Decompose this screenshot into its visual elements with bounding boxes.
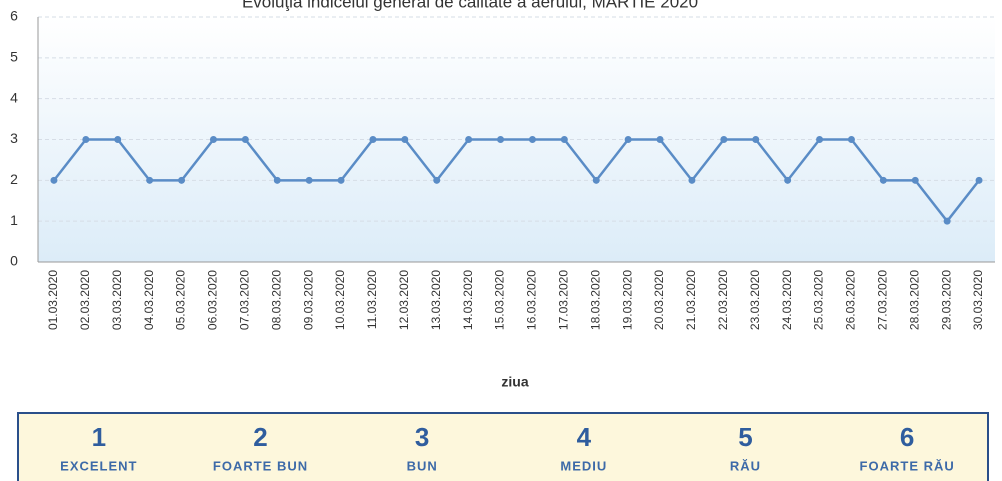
x-tick-label: 20.03.2020 <box>652 270 666 330</box>
x-tick-label: 19.03.2020 <box>620 270 634 330</box>
data-point <box>528 136 536 143</box>
x-tick-label: 07.03.2020 <box>238 270 252 330</box>
data-point <box>879 176 887 184</box>
scale-label: RĂU <box>730 458 761 473</box>
scale-number: 6 <box>900 422 914 452</box>
data-point <box>624 136 632 143</box>
data-point <box>720 136 728 143</box>
x-tick-label: 13.03.2020 <box>429 270 443 330</box>
x-tick-label: 17.03.2020 <box>557 270 571 330</box>
data-point <box>911 176 919 184</box>
x-tick-label: 08.03.2020 <box>269 270 283 330</box>
data-point <box>752 136 760 143</box>
data-point <box>50 176 58 184</box>
x-tick-label: 23.03.2020 <box>748 270 762 330</box>
data-point <box>241 136 249 143</box>
data-point <box>688 176 696 184</box>
scale-label: MEDIU <box>560 458 607 473</box>
y-tick-label: 4 <box>10 89 18 105</box>
x-tick-label: 27.03.2020 <box>876 270 890 330</box>
x-tick-label: 18.03.2020 <box>588 270 602 330</box>
scale-number: 3 <box>415 422 429 452</box>
x-tick-label: 30.03.2020 <box>971 270 985 330</box>
data-point <box>497 136 505 143</box>
data-point <box>592 176 600 184</box>
data-point <box>146 176 154 184</box>
data-point <box>784 176 792 184</box>
data-point <box>656 136 664 143</box>
data-point <box>305 176 313 184</box>
data-point <box>178 176 186 184</box>
scale-label: BUN <box>407 458 438 473</box>
scale-number: 5 <box>738 422 752 452</box>
legend-box <box>17 412 989 481</box>
x-tick-label: 04.03.2020 <box>142 270 156 330</box>
x-tick-label: 15.03.2020 <box>493 270 507 330</box>
x-tick-label: 01.03.2020 <box>46 270 60 330</box>
x-tick-label: 09.03.2020 <box>301 270 315 330</box>
x-tick-label: 26.03.2020 <box>844 270 858 330</box>
data-point <box>369 136 377 143</box>
y-tick-label: 6 <box>10 8 18 24</box>
data-point <box>975 176 983 184</box>
y-tick-label: 5 <box>10 49 18 65</box>
x-tick-label: 02.03.2020 <box>78 270 92 330</box>
data-point <box>337 176 345 184</box>
scale-label: FOARTE BUN <box>213 458 308 473</box>
x-tick-label: 28.03.2020 <box>907 270 921 330</box>
data-point <box>560 136 568 143</box>
data-line <box>52 138 981 224</box>
data-point <box>465 136 473 143</box>
data-point <box>209 136 217 143</box>
data-point <box>847 136 855 143</box>
x-tick-label: 11.03.2020 <box>365 270 379 329</box>
scale-label: EXCELENT <box>60 458 137 473</box>
x-tick-label: 03.03.2020 <box>110 270 124 330</box>
x-tick-label: 29.03.2020 <box>939 270 953 330</box>
data-point <box>433 176 441 184</box>
data-point <box>114 136 122 143</box>
scale-number: 1 <box>92 422 106 452</box>
x-tick-label: 14.03.2020 <box>461 270 475 330</box>
x-axis-label: ziua <box>501 374 528 390</box>
x-tick-label: 24.03.2020 <box>780 270 794 330</box>
data-point <box>401 136 409 143</box>
scale-label: FOARTE RĂU <box>860 458 955 473</box>
data-point <box>943 217 951 225</box>
x-tick-label: 10.03.2020 <box>333 270 347 330</box>
x-tick-label: 25.03.2020 <box>812 270 826 330</box>
scale-number: 2 <box>253 422 267 452</box>
scale-number: 4 <box>577 422 592 452</box>
x-tick-label: 12.03.2020 <box>397 270 411 330</box>
x-tick-label: 21.03.2020 <box>684 270 698 330</box>
data-point <box>273 176 281 184</box>
x-tick-label: 06.03.2020 <box>206 270 220 330</box>
chart-title: Evoluţia indicelui general de calitate a… <box>242 0 698 11</box>
y-tick-label: 1 <box>10 212 18 228</box>
x-tick-label: 05.03.2020 <box>174 270 188 330</box>
data-point <box>816 136 824 143</box>
y-tick-label: 0 <box>10 253 18 269</box>
data-point <box>82 136 90 143</box>
y-tick-label: 2 <box>10 171 18 187</box>
x-tick-label: 22.03.2020 <box>716 270 730 330</box>
x-tick-label: 16.03.2020 <box>525 270 539 330</box>
y-tick-label: 3 <box>10 130 18 146</box>
